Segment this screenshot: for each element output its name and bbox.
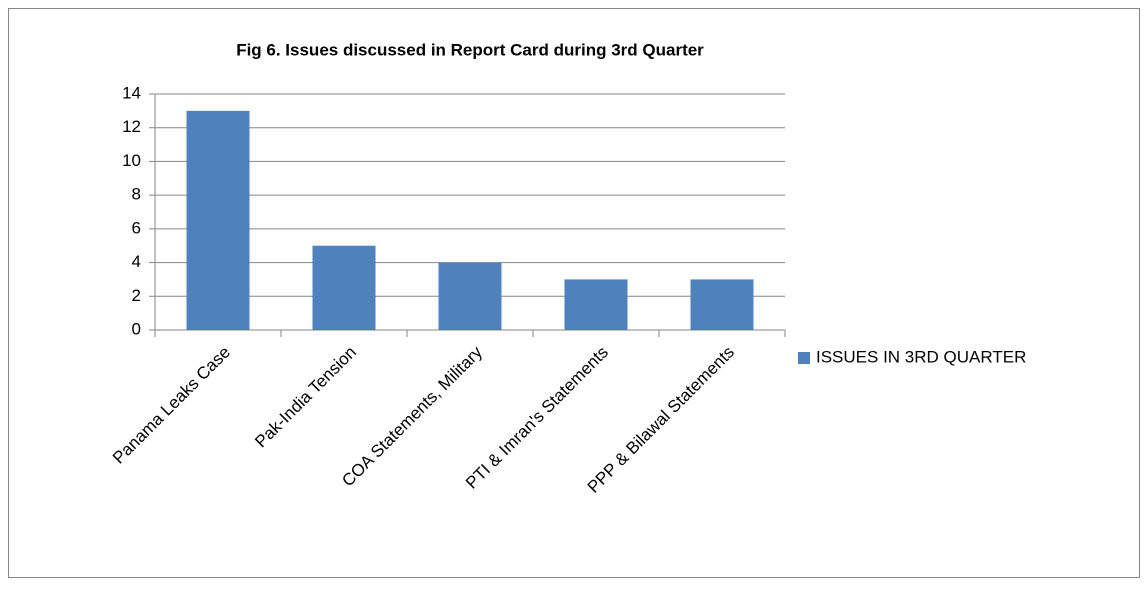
bar: [312, 245, 376, 330]
y-tick-label: 14: [122, 83, 141, 102]
bar: [690, 279, 754, 330]
legend-label: ISSUES IN 3RD QUARTER: [816, 347, 1026, 366]
y-tick-label: 6: [132, 218, 141, 237]
y-tick-label: 12: [122, 117, 141, 136]
bar: [564, 279, 628, 330]
bar: [438, 262, 502, 330]
y-tick-label: 10: [122, 151, 141, 170]
y-tick-label: 0: [132, 319, 141, 338]
legend-swatch: [798, 352, 810, 364]
y-tick-label: 8: [132, 185, 141, 204]
bar: [186, 110, 250, 330]
y-tick-label: 4: [132, 252, 141, 271]
chart-title: Fig 6. Issues discussed in Report Card d…: [236, 40, 704, 59]
y-tick-label: 2: [132, 286, 141, 305]
